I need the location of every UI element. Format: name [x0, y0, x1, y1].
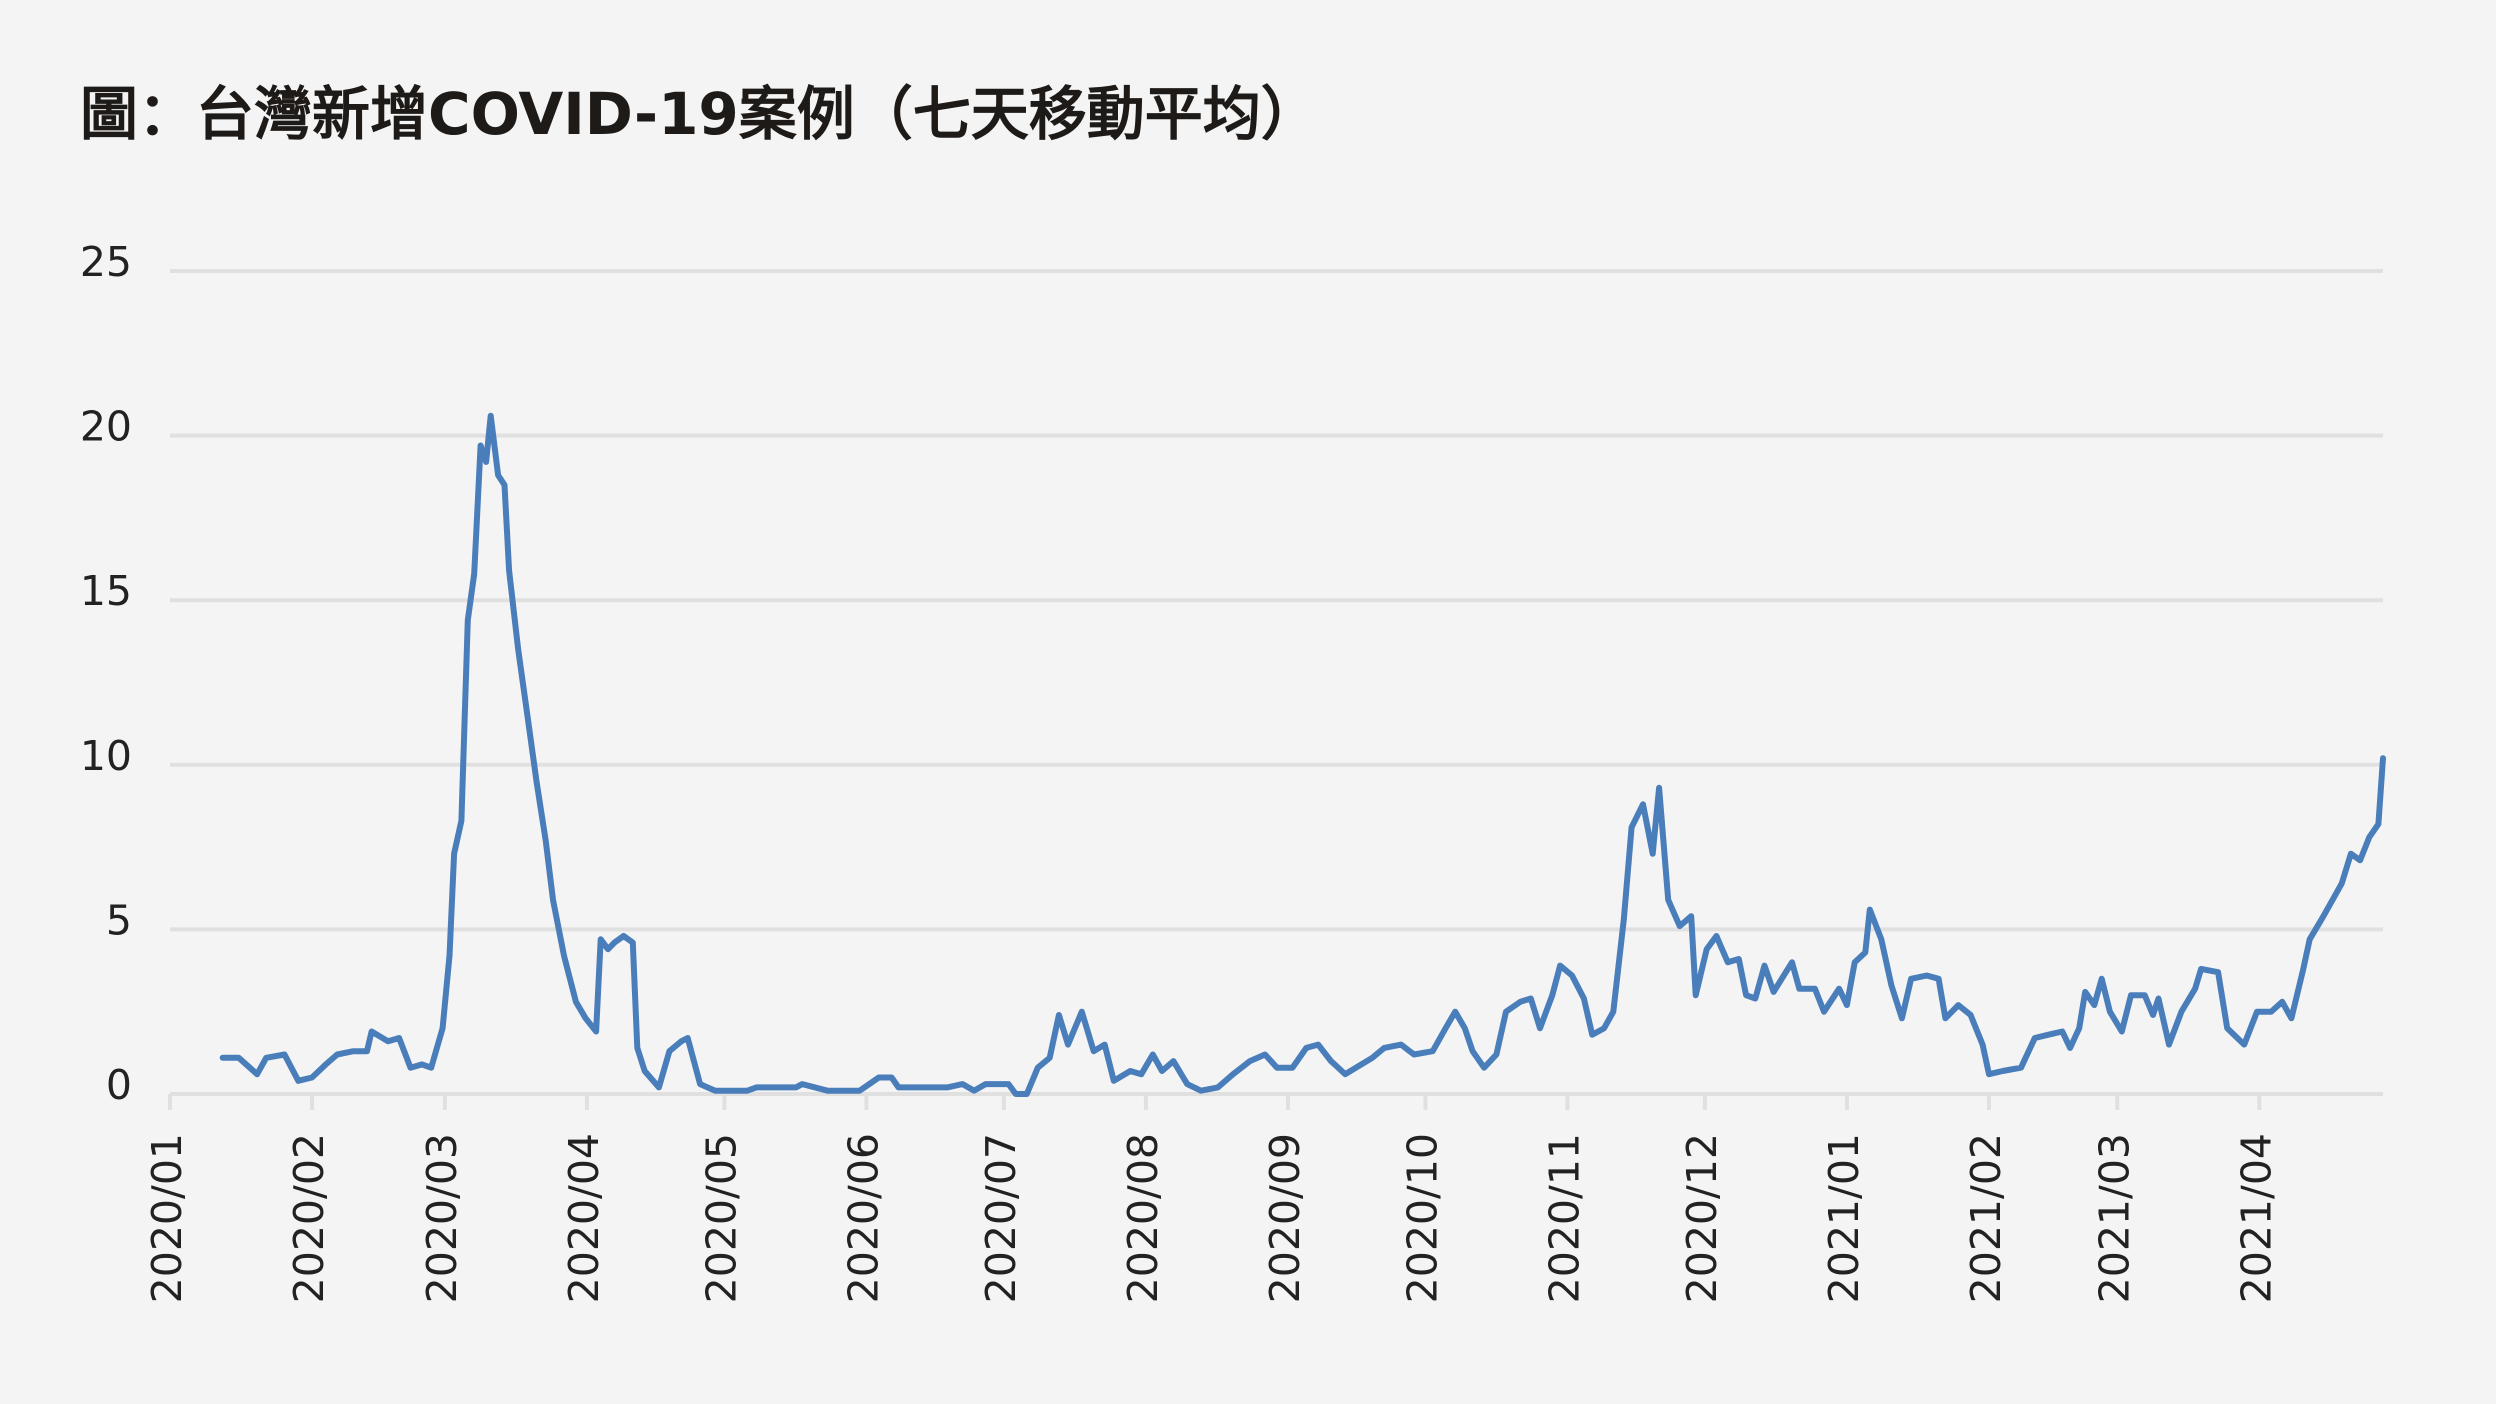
y-tick-label: 25	[80, 238, 132, 286]
x-tick-label: 2020/12	[1678, 1133, 1726, 1303]
y-tick-label: 5	[106, 896, 132, 944]
x-tick-label: 2021/04	[2232, 1133, 2280, 1303]
x-tick-label: 2020/05	[697, 1133, 745, 1303]
x-tick-label: 2020/04	[560, 1133, 608, 1303]
x-tick-label: 2020/11	[1540, 1133, 1588, 1303]
chart-title: 圖：台灣新增COVID-19案例（七天移動平均）	[80, 80, 1319, 148]
x-tick-label: 2020/02	[285, 1133, 333, 1303]
y-tick-label: 20	[80, 403, 132, 451]
x-tick-label: 2020/08	[1119, 1133, 1167, 1303]
x-tick-label: 2021/02	[1962, 1133, 2010, 1303]
x-tick-label: 2021/03	[2090, 1133, 2138, 1303]
x-tick-label: 2021/01	[1820, 1133, 1868, 1303]
x-tick-label: 2020/07	[977, 1133, 1025, 1303]
y-tick-label: 10	[80, 732, 132, 780]
x-tick-label: 2020/06	[839, 1133, 887, 1303]
x-tick-label: 2020/10	[1398, 1133, 1446, 1303]
x-tick-label: 2020/09	[1261, 1133, 1309, 1303]
y-tick-label: 0	[106, 1061, 132, 1109]
x-tick-label: 2020/03	[418, 1133, 466, 1303]
data-line	[219, 412, 2386, 1097]
y-tick-label: 15	[80, 567, 132, 615]
x-tick-label: 2020/01	[143, 1133, 191, 1303]
